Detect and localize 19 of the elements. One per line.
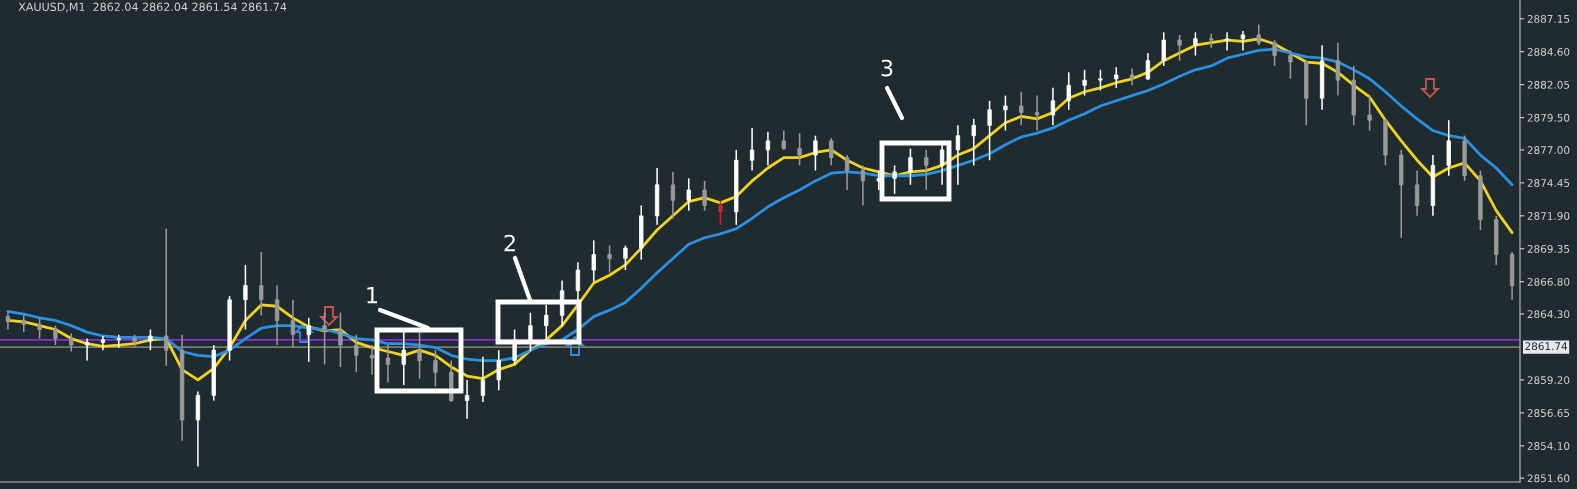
y-tick-label: 2877.00 — [1527, 146, 1570, 154]
y-tick-label: 2879.50 — [1527, 113, 1570, 122]
annotation: 2 — [504, 234, 515, 252]
y-tick-label: 2851.60 — [1527, 474, 1570, 483]
y-tick-label: 2866.80 — [1527, 277, 1570, 286]
y-tick-label: 2869.35 — [1527, 244, 1570, 253]
y-tick-label: 2864.30 — [1527, 310, 1570, 319]
y-tick-label: 2856.65 — [1527, 409, 1570, 417]
y-tick-label: 2884.60 — [1527, 47, 1570, 56]
annotation: 3 — [881, 59, 893, 77]
annotation: 1 — [367, 286, 378, 304]
y-tick-label: 2871.90 — [1527, 212, 1570, 220]
chart-title: XAUUSD,M1 2862.04 2862.04 2861.54 2861.74 — [18, 2, 287, 13]
y-tick-label: 2887.15 — [1527, 14, 1570, 23]
y-tick-label: 2859.20 — [1527, 376, 1570, 385]
y-tick-label: 2874.45 — [1527, 179, 1570, 187]
y-tick-label: 2854.10 — [1527, 442, 1570, 450]
ref-line-label: 2861.74 — [1525, 342, 1568, 351]
y-tick-label: 2882.05 — [1527, 80, 1570, 89]
